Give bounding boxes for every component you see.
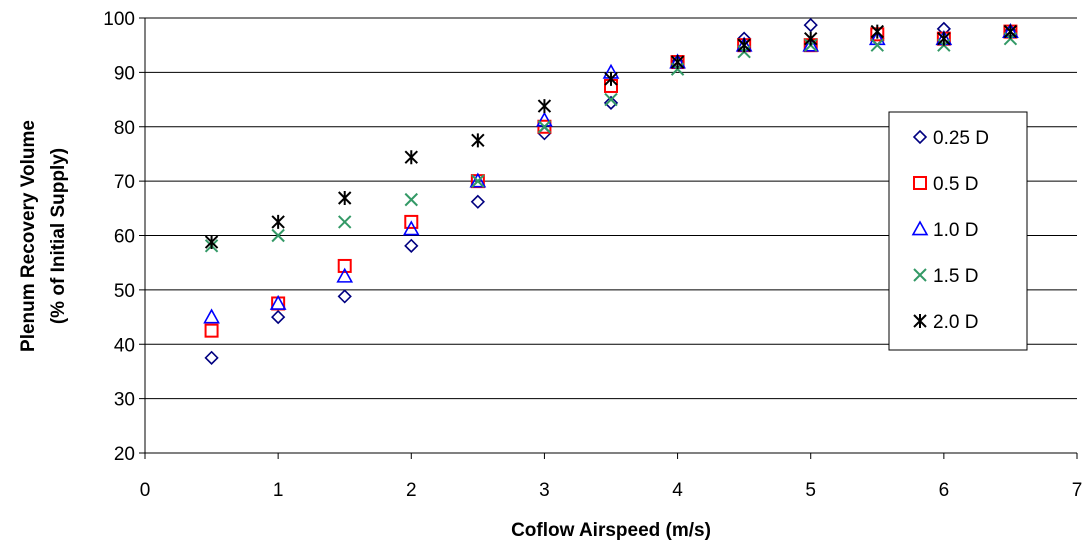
- y-tick-label: 80: [114, 118, 135, 139]
- axes: [139, 17, 1078, 459]
- legend-item: 2.0 D: [913, 312, 978, 333]
- y-axis-tick-labels: 20 30 40 50 60 70 80 90 100: [103, 9, 135, 465]
- x-tick-label: 3: [539, 480, 550, 501]
- data-point: [337, 289, 352, 304]
- data-point: [204, 350, 219, 365]
- data-point: [271, 214, 285, 229]
- legend-label: 1.0 D: [933, 220, 978, 241]
- data-point: [803, 17, 818, 33]
- y-tick-label: 100: [103, 9, 135, 30]
- y-tick-label: 40: [114, 335, 135, 356]
- data-point: [1003, 24, 1018, 39]
- data-point: [604, 92, 618, 107]
- data-point: [870, 38, 884, 52]
- data-point: [536, 111, 553, 127]
- legend-marker: [913, 268, 927, 282]
- data-point: [336, 267, 354, 283]
- grid-lines: [145, 17, 1077, 400]
- data-point: [470, 194, 485, 209]
- y-tick-label: 20: [114, 444, 135, 465]
- x-tick-label: 7: [1072, 480, 1083, 501]
- data-point: [204, 323, 219, 338]
- data-point: [537, 119, 552, 134]
- data-point: [271, 309, 286, 325]
- data-point: [338, 215, 352, 229]
- data-point: [604, 71, 618, 86]
- x-tick-label: 2: [406, 480, 417, 501]
- data-point: [337, 258, 352, 273]
- y-axis-title: Plenum Recovery Volume: [18, 120, 39, 352]
- data-markers: [203, 17, 1019, 365]
- data-point: [603, 95, 619, 110]
- data-point: [338, 190, 352, 205]
- data-point: [204, 235, 219, 250]
- x-tick-label: 6: [939, 480, 950, 501]
- legend-label: 0.25 D: [933, 128, 989, 149]
- y-tick-label: 50: [114, 281, 135, 302]
- legend-label: 1.5 D: [933, 266, 978, 287]
- data-point: [269, 294, 287, 310]
- data-point: [271, 228, 285, 243]
- legend-label: 0.5 D: [933, 174, 978, 195]
- data-point: [404, 214, 419, 229]
- x-tick-label: 1: [273, 480, 284, 501]
- data-point: [870, 24, 884, 39]
- y-tick-label: 90: [114, 63, 135, 84]
- x-tick-label: 0: [140, 480, 151, 501]
- y-tick-label: 70: [114, 172, 135, 193]
- data-point: [471, 133, 485, 148]
- legend-marker: [913, 176, 927, 190]
- data-point: [402, 220, 420, 236]
- legend-box: [888, 111, 1028, 351]
- y-tick-label: 60: [114, 227, 135, 248]
- data-point: [802, 36, 820, 52]
- x-tick-label: 5: [805, 480, 816, 501]
- legend-marker: [911, 220, 929, 236]
- y-axis-subtitle: (% of Initial Supply): [48, 148, 69, 324]
- data-point: [537, 120, 552, 134]
- legend-item: 0.25 D: [912, 128, 989, 149]
- data-point: [804, 31, 818, 46]
- data-point: [471, 174, 485, 188]
- x-axis-tick-labels: 0 1 2 3 4 5 6 7: [140, 480, 1083, 501]
- data-point: [737, 38, 751, 53]
- data-point: [537, 99, 552, 114]
- data-point: [404, 150, 418, 165]
- legend-marker: [913, 314, 927, 328]
- legend-marker: [912, 129, 928, 145]
- x-tick-label: 4: [672, 480, 683, 501]
- data-point: [937, 31, 951, 46]
- data-point: [404, 192, 418, 207]
- legend-item: 1.5 D: [913, 266, 978, 287]
- data-point: [404, 238, 419, 253]
- data-point: [670, 55, 685, 70]
- data-point: [203, 308, 220, 324]
- legend: 0.25 D 0.5 D 1.0 D 1.5 D 2.0 D: [888, 111, 1028, 351]
- x-axis-title: Coflow Airspeed (m/s): [511, 520, 711, 541]
- legend-item: 0.5 D: [913, 174, 978, 195]
- legend-item: 1.0 D: [911, 220, 978, 241]
- data-point: [469, 172, 487, 188]
- legend-label: 2.0 D: [933, 312, 978, 333]
- y-tick-label: 30: [114, 390, 135, 411]
